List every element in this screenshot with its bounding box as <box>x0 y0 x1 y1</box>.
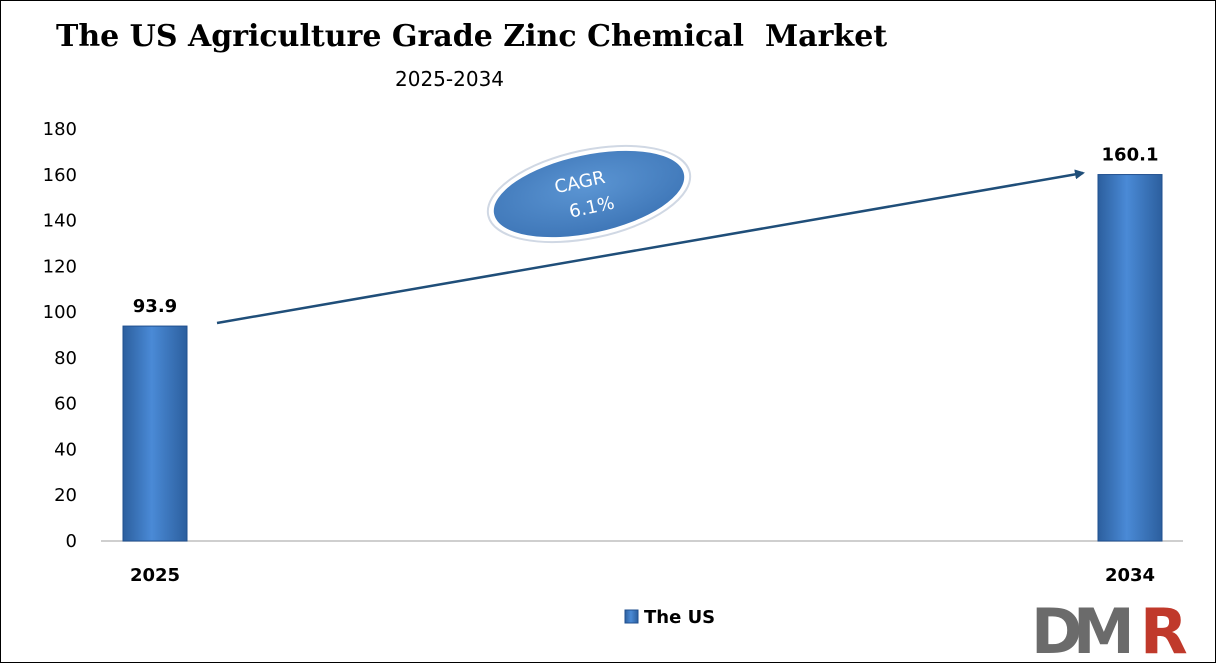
y-tick-label: 60 <box>54 394 77 415</box>
y-tick-label: 120 <box>43 256 77 277</box>
y-tick-label: 160 <box>43 165 77 186</box>
logo-letter-r: R <box>1140 595 1188 662</box>
bar-2025 <box>122 325 188 542</box>
y-tick-label: 20 <box>54 485 77 506</box>
bars-group <box>122 174 1163 542</box>
y-tick-label: 80 <box>54 348 77 369</box>
data-label: 160.1 <box>1102 145 1159 166</box>
logo-letter-m: M <box>1073 595 1135 662</box>
x-category-label: 2025 <box>130 565 180 586</box>
chart-subtitle: 2025-2034 <box>395 67 505 91</box>
legend-label: The US <box>644 607 715 628</box>
trend-arrow <box>216 169 1085 325</box>
bar-2034 <box>1097 174 1163 542</box>
cagr-annotation: CAGR 6.1% <box>486 144 692 244</box>
logo-letter-d: D <box>1031 595 1082 662</box>
y-axis-ticks: 0 20 40 60 80 100 120 140 160 180 <box>43 119 77 552</box>
y-tick-label: 40 <box>54 439 77 460</box>
data-label: 93.9 <box>133 296 177 317</box>
x-category-label: 2034 <box>1105 565 1155 586</box>
y-tick-label: 0 <box>66 531 77 552</box>
data-labels: 93.9 160.1 <box>133 145 1159 318</box>
y-tick-label: 140 <box>43 211 77 232</box>
legend: The US <box>624 607 715 628</box>
category-labels: 2025 2034 <box>130 565 1155 586</box>
y-tick-label: 100 <box>43 302 77 323</box>
chart-title: The US Agriculture Grade Zinc Chemical M… <box>56 19 888 54</box>
dmr-logo: D M R <box>1031 595 1188 662</box>
cagr-ellipse <box>493 150 685 238</box>
legend-swatch <box>624 609 639 624</box>
y-tick-label: 180 <box>43 119 77 140</box>
